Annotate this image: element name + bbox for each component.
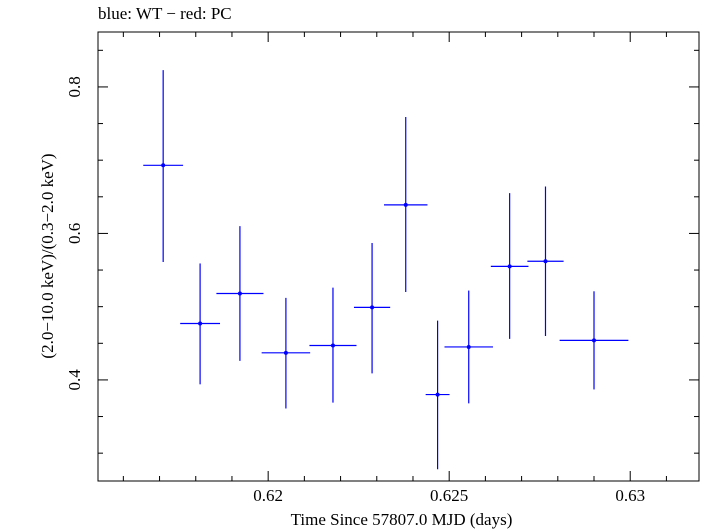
data-point: [353, 242, 391, 374]
x-axis-label: Time Since 57807.0 MJD (days): [290, 510, 513, 529]
axis-ticks: 0.62 0.625 0.63 0.4 0.6 0.8: [65, 32, 699, 505]
data-point: [559, 291, 629, 390]
plot-frame: [97, 31, 700, 482]
data-point: [216, 226, 264, 361]
data-point: [444, 290, 493, 404]
y-axis-label: (2.0−10.0 keV)/(0.3−2.0 keV): [38, 153, 57, 358]
data-point: [180, 263, 221, 385]
point-marker: [330, 343, 335, 348]
y-tick-label: 0.4: [65, 369, 84, 391]
point-marker: [403, 202, 408, 207]
point-marker: [507, 264, 512, 269]
point-marker: [283, 350, 288, 355]
point-marker: [543, 259, 548, 264]
data-point: [143, 70, 184, 262]
data-point: [425, 320, 450, 470]
y-tick-label: 0.8: [65, 76, 84, 97]
chart-title: blue: WT − red: PC: [98, 4, 232, 23]
point-marker: [237, 291, 242, 296]
y-tick-label: 0.6: [65, 223, 84, 244]
x-tick-label: 0.62: [253, 486, 283, 505]
x-tick-label: 0.63: [615, 486, 645, 505]
point-marker: [198, 321, 203, 326]
x-tick-label: 0.625: [430, 486, 468, 505]
point-marker: [592, 338, 597, 343]
point-marker: [161, 163, 166, 168]
data-point: [261, 297, 311, 409]
data-point: [309, 287, 357, 403]
data-points: [143, 70, 629, 470]
point-marker: [370, 305, 375, 310]
data-point: [527, 186, 564, 336]
data-point: [490, 193, 529, 339]
point-marker: [435, 392, 440, 397]
data-point: [384, 116, 428, 293]
point-marker: [466, 344, 471, 349]
